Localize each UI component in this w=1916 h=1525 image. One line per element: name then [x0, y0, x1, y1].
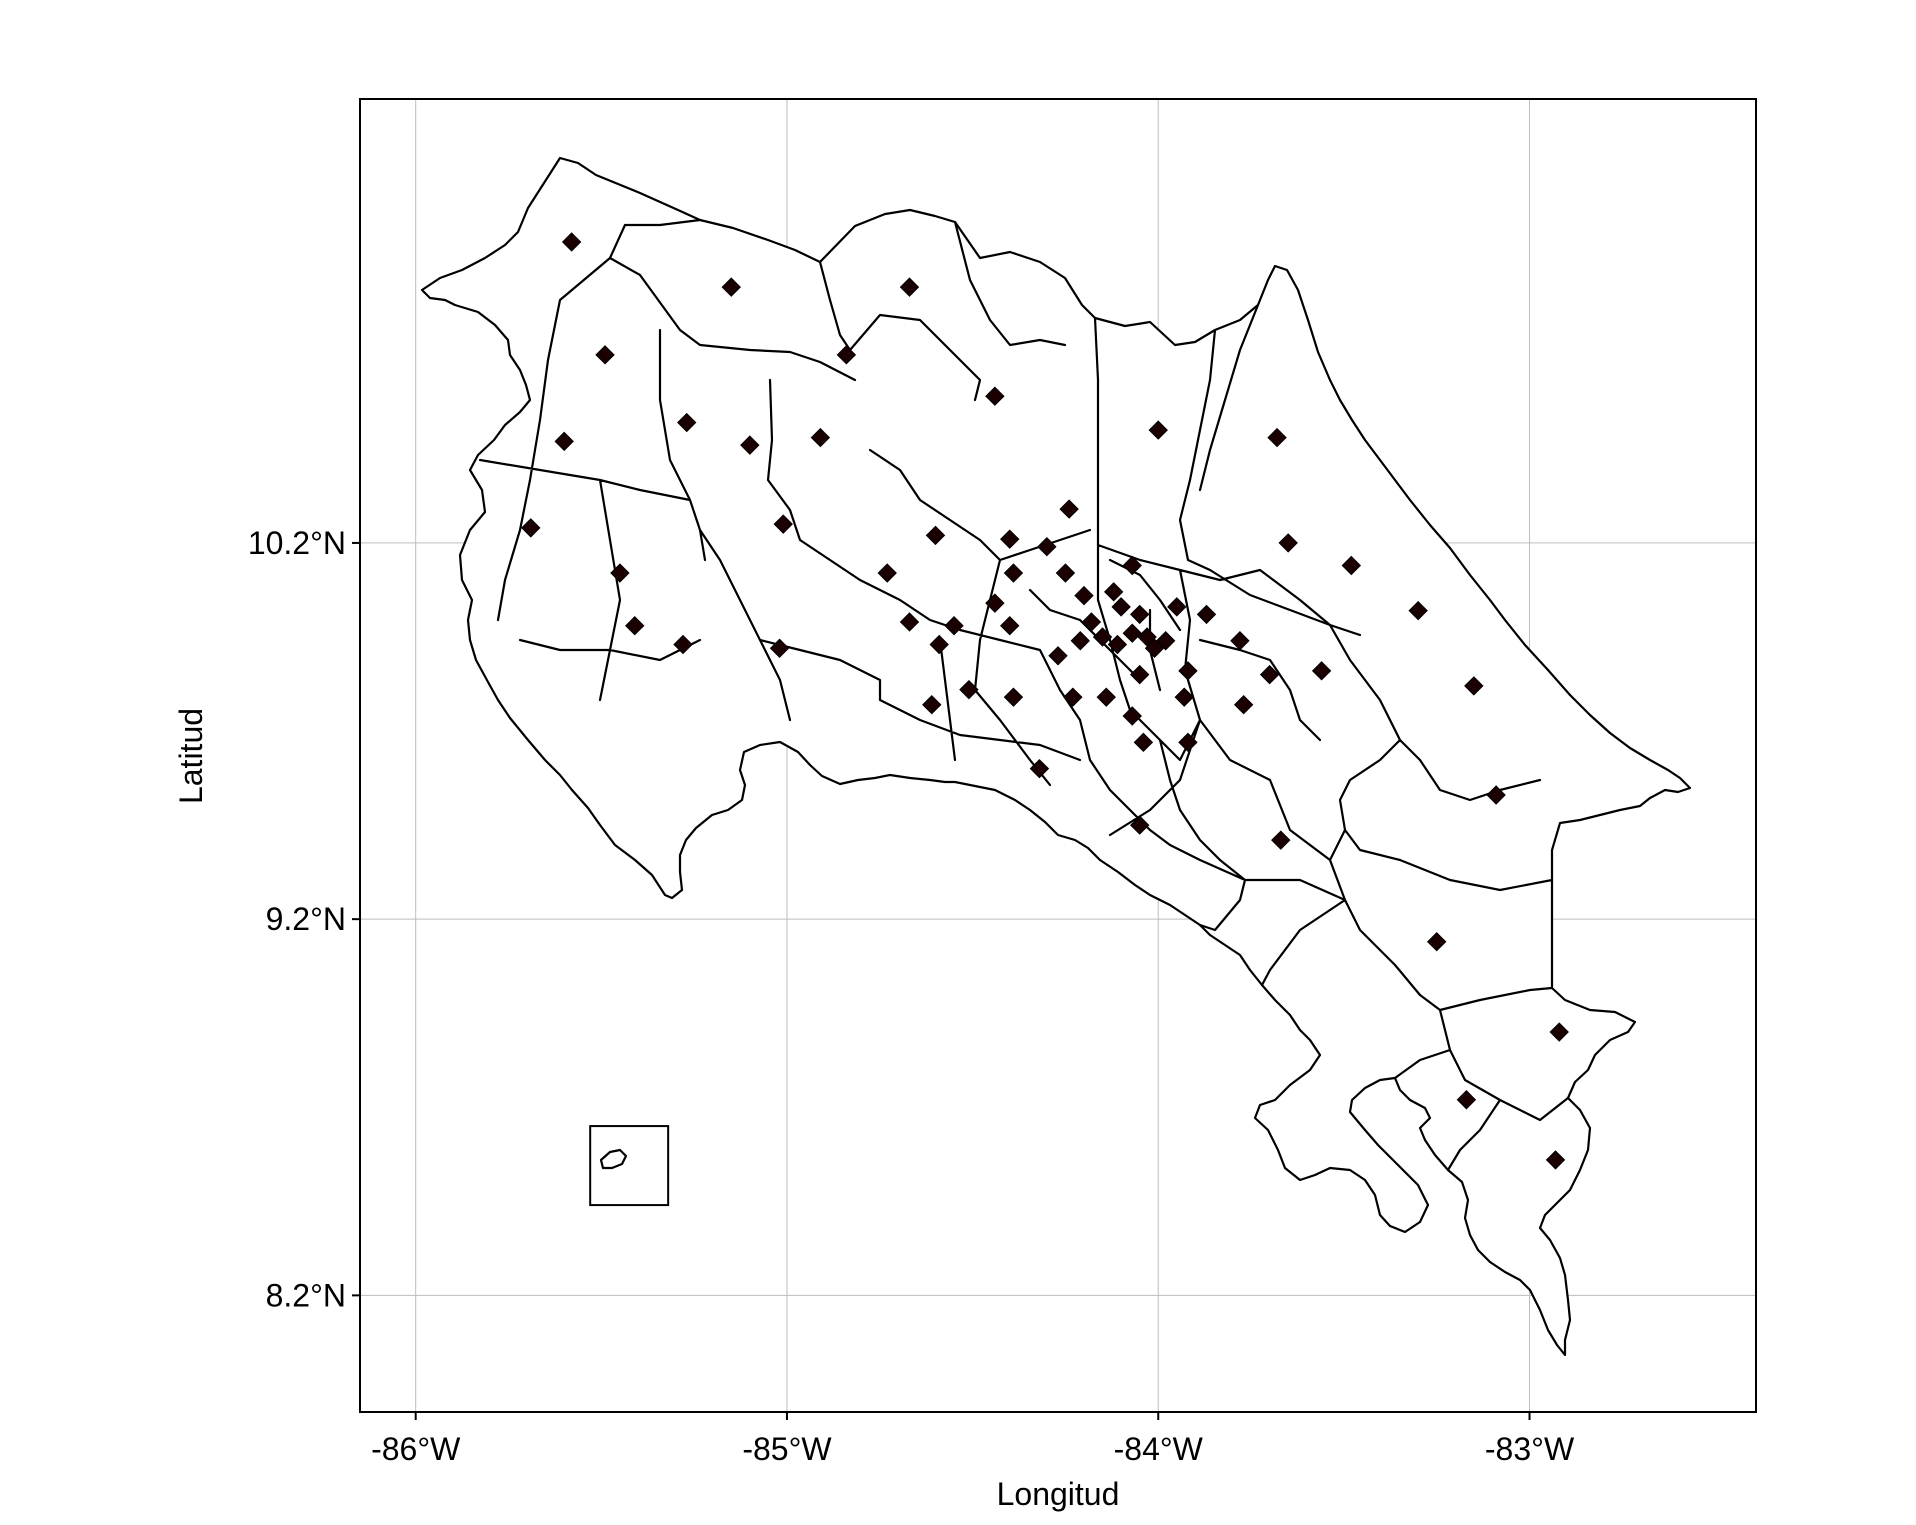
centroid-marker — [1196, 604, 1217, 625]
centroid-marker — [836, 345, 857, 365]
centroid-marker — [1230, 631, 1250, 651]
centroid-marker — [1003, 563, 1024, 583]
centroid-marker — [1074, 585, 1094, 606]
inset-box — [589, 1125, 670, 1207]
centroid-marker — [1129, 604, 1150, 625]
centroid-marker — [877, 563, 897, 583]
centroid-marker — [721, 277, 741, 297]
x-axis-title: Longitud — [997, 1476, 1120, 1512]
centroid-marker — [810, 427, 831, 448]
centroid-marker — [1311, 661, 1332, 681]
centroid-marker — [1144, 638, 1165, 658]
y-tick-label: 8.2°N — [266, 1277, 346, 1313]
centroid-marker — [1486, 785, 1506, 805]
centroid-marker — [1278, 533, 1298, 553]
centroid-marker — [1341, 555, 1362, 576]
centroid-marker — [1037, 536, 1057, 557]
centroid-marker — [985, 386, 1005, 406]
centroid-marker — [1178, 732, 1198, 753]
centroid-marker — [673, 634, 693, 655]
centroid-marker — [1137, 627, 1157, 647]
centroid-marker — [561, 232, 582, 252]
centroid-marker — [1096, 687, 1116, 707]
centroid-marker — [1048, 646, 1068, 666]
centroid-marker — [595, 345, 615, 365]
centroid-marker — [1003, 687, 1024, 707]
plot-panel-border — [359, 98, 1757, 1413]
country-outline — [420, 156, 1692, 1357]
centroid-marker — [1092, 627, 1113, 647]
centroid-marker — [1408, 600, 1428, 621]
centroid-marker — [1059, 499, 1079, 519]
centroid-marker — [1456, 1090, 1477, 1110]
centroid-marker — [1029, 758, 1050, 779]
y-axis-ticks: 10.2°N 9.2°N 8.2°N — [248, 525, 360, 1313]
centroid-marker — [1129, 664, 1150, 685]
y-tick-label: 10.2°N — [248, 525, 346, 561]
isla-del-coco — [599, 1148, 628, 1170]
centroid-marker — [554, 431, 574, 452]
centroid-marker — [1081, 612, 1102, 632]
x-tick-label: -84°W — [1114, 1431, 1204, 1467]
centroid-marker — [944, 615, 964, 636]
centroid-marker — [1103, 582, 1124, 602]
centroid-marker — [985, 593, 1005, 613]
centroid-marker — [1122, 706, 1142, 726]
centroid-marker — [521, 518, 541, 538]
centroid-marker — [1063, 687, 1083, 707]
centroid-marker — [1545, 1150, 1566, 1170]
centroid-marker — [959, 679, 979, 700]
centroid-marker — [1426, 932, 1447, 952]
centroid-marker — [1122, 555, 1142, 576]
centroid-marker — [1111, 597, 1131, 617]
x-axis-ticks: -86°W -85°W -84°W -83°W — [371, 1412, 1575, 1467]
centroid-marker — [1055, 563, 1076, 583]
centroid-marker — [1267, 427, 1287, 448]
centroid-marker — [1178, 661, 1198, 681]
centroid-marker — [1167, 597, 1187, 617]
centroid-marker — [1259, 664, 1280, 685]
centroid-marker — [1000, 529, 1020, 549]
centroid-marker — [929, 634, 949, 655]
centroid-marker — [1129, 815, 1150, 835]
centroid-marker — [1549, 1022, 1569, 1042]
centroid-marker — [1133, 732, 1154, 753]
centroid-marker — [1107, 634, 1128, 655]
centroid-marker — [1148, 420, 1168, 440]
x-tick-label: -86°W — [371, 1431, 461, 1467]
centroid-marker — [1464, 676, 1484, 696]
centroid-marker — [769, 638, 790, 658]
centroid-marker — [1000, 615, 1020, 636]
centroid-marker — [899, 612, 920, 632]
centroid-marker — [773, 514, 793, 534]
centroid-marker — [922, 695, 942, 715]
centroid-marker — [677, 412, 697, 433]
centroid-marker — [740, 435, 760, 455]
y-axis-title: Latitud — [173, 708, 209, 804]
x-tick-label: -83°W — [1485, 1431, 1575, 1467]
centroid-marker — [610, 563, 630, 583]
canton-polygons — [420, 156, 1692, 1357]
canton-centroids — [521, 232, 1569, 1170]
centroid-marker — [899, 277, 920, 297]
centroid-marker — [1233, 695, 1254, 715]
centroid-marker — [1070, 631, 1090, 651]
centroid-marker — [925, 525, 946, 546]
centroid-marker — [1122, 623, 1142, 643]
centroid-marker — [625, 615, 645, 636]
centroid-marker — [1271, 830, 1291, 850]
centroid-marker — [1174, 687, 1194, 707]
y-tick-label: 9.2°N — [266, 901, 346, 937]
x-tick-label: -85°W — [742, 1431, 832, 1467]
canton-boundaries — [478, 218, 1570, 1172]
